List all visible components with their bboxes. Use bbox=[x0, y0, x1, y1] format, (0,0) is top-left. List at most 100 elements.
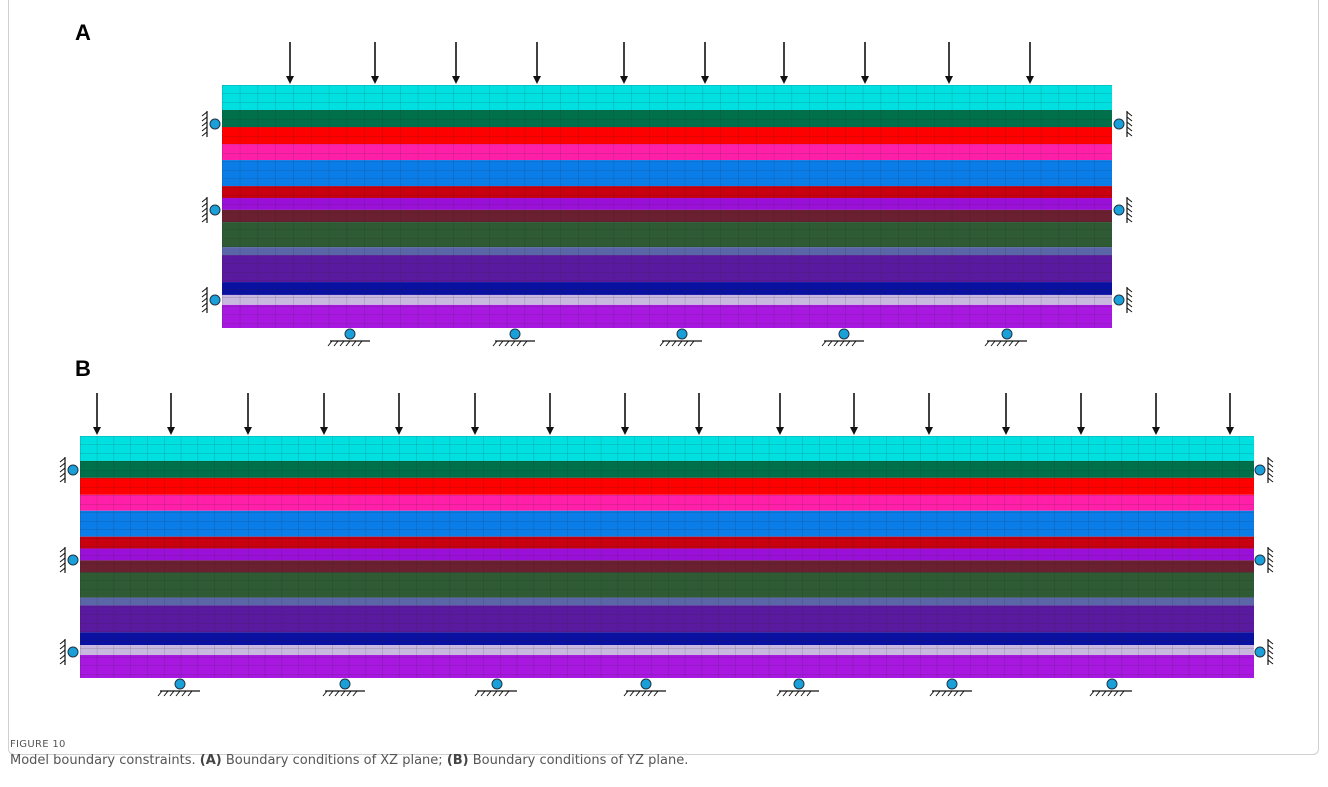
hatch bbox=[642, 691, 646, 696]
hatch bbox=[1127, 208, 1132, 212]
hatch bbox=[1268, 640, 1273, 644]
arrow-head bbox=[244, 427, 252, 435]
roller bbox=[677, 329, 687, 339]
hatch bbox=[358, 341, 362, 346]
hatch bbox=[60, 660, 65, 664]
hatch bbox=[1127, 127, 1132, 131]
hatch bbox=[352, 341, 356, 346]
hatch bbox=[1268, 458, 1273, 462]
hatch bbox=[1003, 341, 1007, 346]
hatch bbox=[1120, 691, 1124, 696]
hatch bbox=[164, 691, 168, 696]
roller bbox=[68, 465, 78, 475]
hatch bbox=[690, 341, 694, 346]
hatch bbox=[202, 213, 207, 217]
roller bbox=[1114, 119, 1124, 129]
hatch bbox=[346, 341, 350, 346]
hatch bbox=[636, 691, 640, 696]
hatch bbox=[936, 691, 940, 696]
hatch bbox=[493, 341, 497, 346]
hatch bbox=[777, 691, 781, 696]
arrow-head bbox=[167, 427, 175, 435]
hatch bbox=[60, 650, 65, 654]
hatch bbox=[648, 691, 652, 696]
hatch bbox=[202, 288, 207, 292]
arrow-head bbox=[620, 76, 628, 84]
hatch bbox=[795, 691, 799, 696]
arrow-head bbox=[1077, 427, 1085, 435]
hatch bbox=[1268, 478, 1273, 482]
hatch bbox=[1268, 568, 1273, 572]
hatch bbox=[684, 341, 688, 346]
hatch bbox=[202, 208, 207, 212]
roller bbox=[175, 679, 185, 689]
hatch bbox=[654, 691, 658, 696]
arrow-head bbox=[533, 76, 541, 84]
hatch bbox=[1268, 563, 1273, 567]
caption-text: Boundary conditions of YZ plane. bbox=[473, 753, 689, 768]
hatch bbox=[834, 341, 838, 346]
roller bbox=[1255, 465, 1265, 475]
hatch bbox=[1114, 691, 1118, 696]
arrow-head bbox=[701, 76, 709, 84]
hatch bbox=[60, 553, 65, 557]
roller bbox=[1114, 205, 1124, 215]
mesh bbox=[222, 85, 1112, 328]
roller bbox=[510, 329, 520, 339]
caption-tag: (A) bbox=[200, 753, 222, 768]
hatch bbox=[1268, 548, 1273, 552]
hatch bbox=[353, 691, 357, 696]
roller bbox=[492, 679, 502, 689]
roller bbox=[1255, 555, 1265, 565]
hatch bbox=[1127, 132, 1132, 136]
hatch bbox=[666, 341, 670, 346]
arrow-head bbox=[1026, 76, 1034, 84]
hatch bbox=[60, 568, 65, 572]
roller bbox=[210, 119, 220, 129]
hatch bbox=[60, 645, 65, 649]
caption-tag: (B) bbox=[447, 753, 469, 768]
hatch bbox=[801, 691, 805, 696]
hatch bbox=[1268, 468, 1273, 472]
hatch bbox=[60, 458, 65, 462]
caption-text: Boundary conditions of XZ plane; bbox=[226, 753, 443, 768]
roller bbox=[68, 647, 78, 657]
hatch bbox=[1108, 691, 1112, 696]
mesh bbox=[80, 436, 1254, 678]
hatch bbox=[1127, 112, 1132, 116]
hatch bbox=[60, 473, 65, 477]
hatch bbox=[60, 548, 65, 552]
hatch bbox=[158, 691, 162, 696]
hatch bbox=[1090, 691, 1094, 696]
hatch bbox=[202, 122, 207, 126]
hatch bbox=[660, 341, 664, 346]
arrow-head bbox=[371, 76, 379, 84]
roller bbox=[345, 329, 355, 339]
hatch bbox=[1127, 203, 1132, 207]
arrow-head bbox=[945, 76, 953, 84]
arrow-head bbox=[780, 76, 788, 84]
hatch bbox=[188, 691, 192, 696]
hatch bbox=[1268, 655, 1273, 659]
hatch bbox=[948, 691, 952, 696]
hatch bbox=[1127, 122, 1132, 126]
roller bbox=[1114, 295, 1124, 305]
caption-text: Model boundary constraints. bbox=[10, 753, 196, 768]
hatch bbox=[624, 691, 628, 696]
arrow-head bbox=[1226, 427, 1234, 435]
hatch bbox=[1268, 473, 1273, 477]
hatch bbox=[170, 691, 174, 696]
arrow-head bbox=[621, 427, 629, 435]
hatch bbox=[60, 558, 65, 562]
hatch bbox=[202, 198, 207, 202]
hatch bbox=[176, 691, 180, 696]
hatch bbox=[202, 298, 207, 302]
hatch bbox=[678, 341, 682, 346]
hatch bbox=[202, 308, 207, 312]
hatch bbox=[1268, 553, 1273, 557]
hatch bbox=[60, 468, 65, 472]
hatch bbox=[60, 463, 65, 467]
hatch bbox=[505, 691, 509, 696]
arrow-head bbox=[395, 427, 403, 435]
hatch bbox=[828, 341, 832, 346]
